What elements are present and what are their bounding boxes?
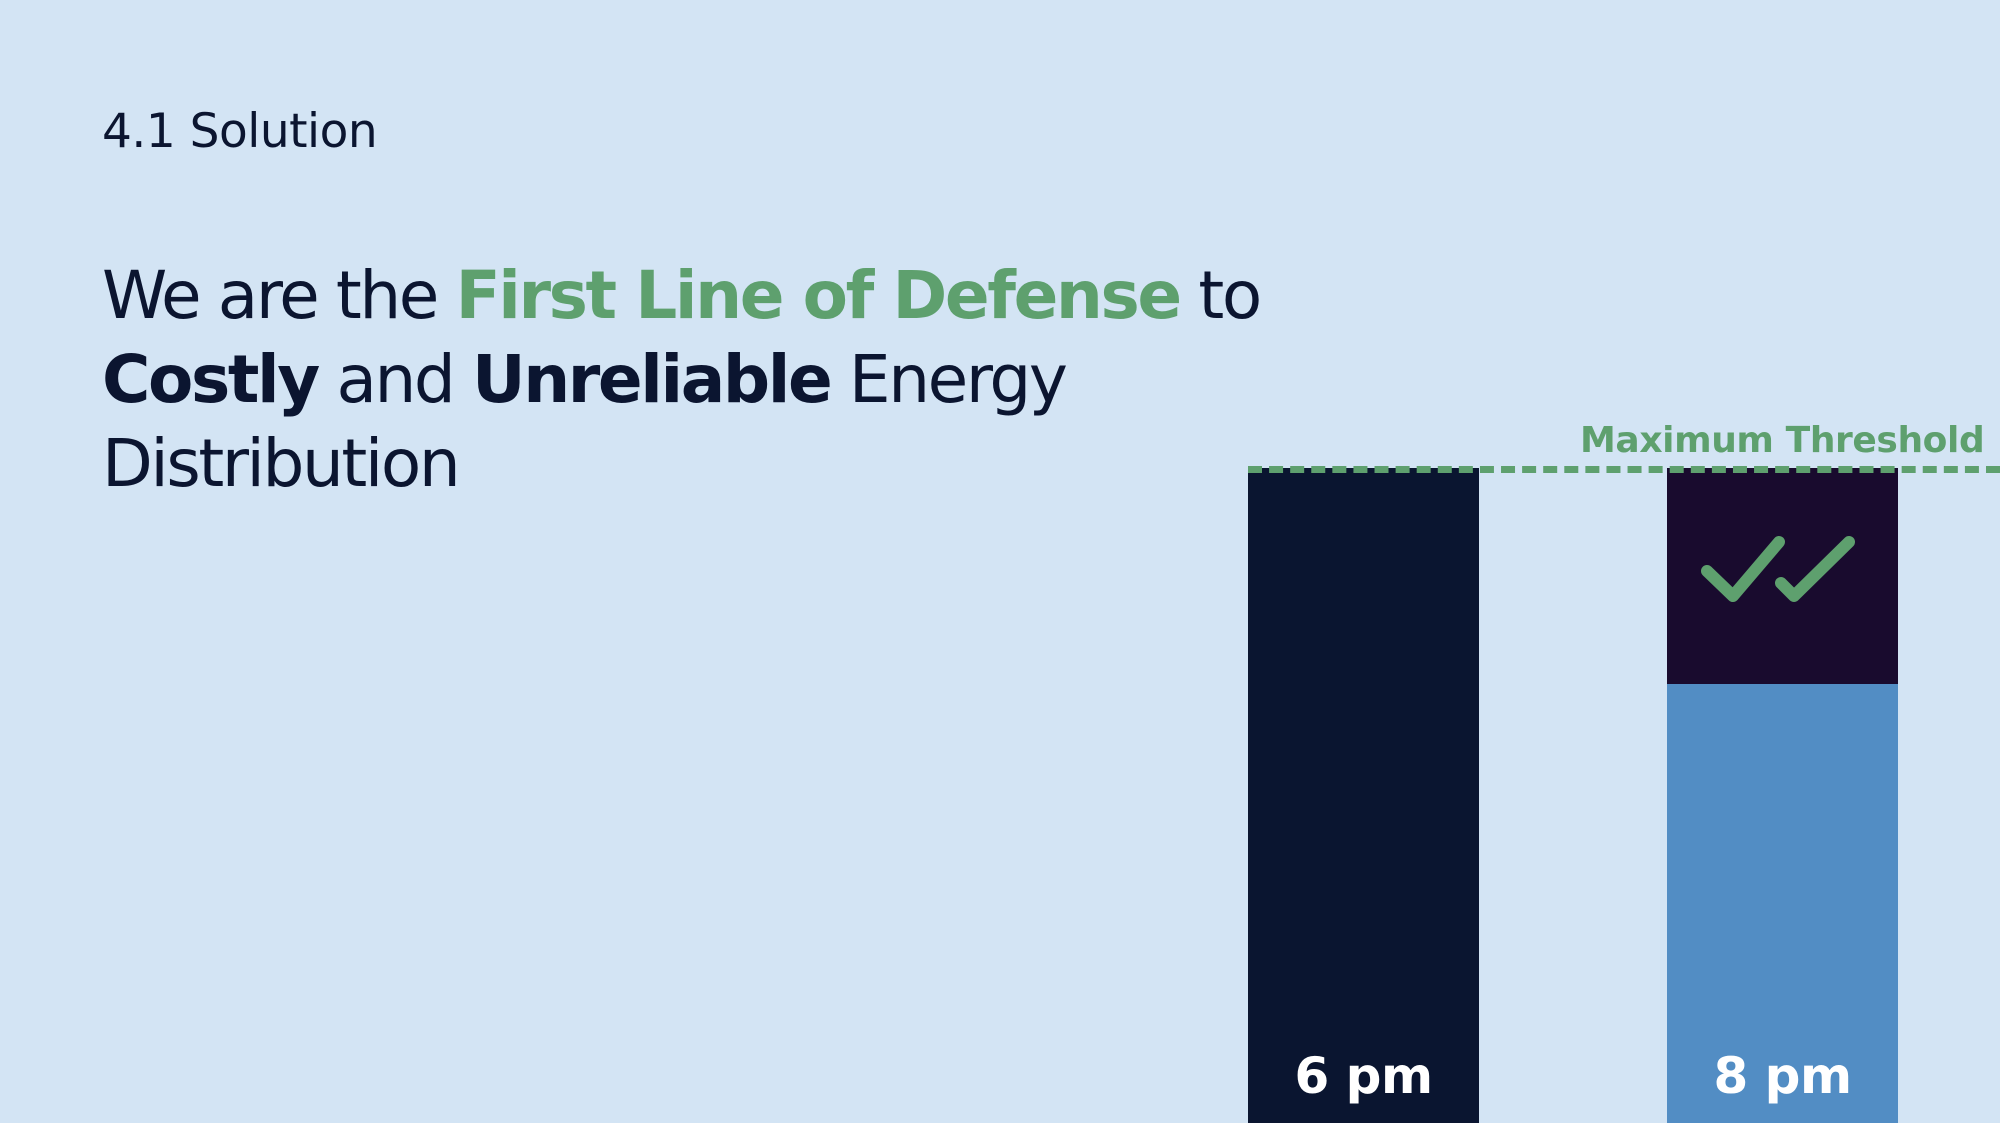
headline-strong-text: Costly [102, 341, 320, 418]
headline-accent-text: First Line of Defense [455, 257, 1183, 334]
headline-text: to [1179, 257, 1262, 334]
bar-label-6pm: 6 pm [1294, 1047, 1433, 1105]
threshold-label: Maximum Threshold [1580, 420, 1985, 461]
bar-8pm: 8 pm [1667, 468, 1898, 1123]
double-check-icon [1701, 536, 1855, 602]
headline-strong-text: Unreliable [472, 341, 833, 418]
headline-line-2: Costly and Unreliable Energy [102, 338, 1262, 422]
bar-fill-8pm [1667, 684, 1898, 1123]
headline-text: and [317, 341, 472, 418]
threshold-bar-chart: Maximum Threshold 6 pm 8 pm [1240, 420, 2000, 1123]
maximum-threshold-line [1248, 466, 2000, 473]
bar-6pm: 6 pm [1248, 468, 1479, 1123]
headline: We are the First Line of Defense to Cost… [102, 254, 1262, 506]
headline-text: Energy [830, 341, 1068, 418]
headline-line-1: We are the First Line of Defense to [102, 254, 1262, 338]
headline-text: We are the [102, 257, 456, 334]
headline-text: Distribution [102, 425, 461, 502]
section-label: 4.1 Solution [102, 104, 378, 159]
headline-line-3: Distribution [102, 422, 1262, 506]
bar-label-8pm: 8 pm [1713, 1047, 1852, 1105]
